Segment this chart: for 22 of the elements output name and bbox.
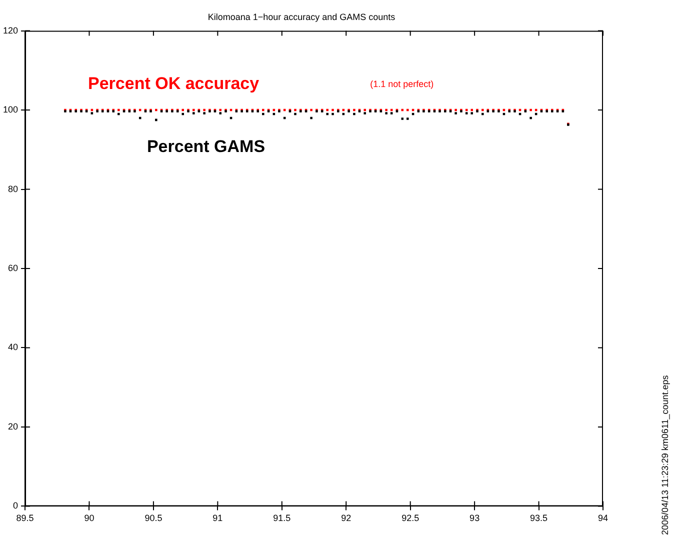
text: 2006/04/13 11:23:29 km0611_count.eps <box>660 375 670 535</box>
chart-title: Kilomoana 1−hour accuracy and GAMS counts <box>208 12 396 22</box>
series-label: Percent GAMS <box>146 136 266 156</box>
y-tick-label: 0 <box>13 500 18 511</box>
x-tick-label: 89.5 <box>16 513 34 524</box>
x-tick-label: 92 <box>341 513 352 524</box>
x-tick-label: 90 <box>84 513 94 524</box>
x-tick-label: 91.5 <box>273 513 291 524</box>
annotation: (1.1 not perfect) <box>370 79 434 90</box>
x-tick-label: 92.5 <box>402 513 420 524</box>
x-tick-label: 91 <box>212 513 223 524</box>
y-tick-label: 20 <box>8 421 18 432</box>
y-tick-label: 80 <box>8 184 18 194</box>
y-tick-label: 60 <box>8 262 18 273</box>
x-tick-label: 93.5 <box>530 513 548 524</box>
series-label: Percent OK accuracy <box>88 74 260 94</box>
x-tick-label: 93 <box>470 513 480 524</box>
y-tick-label: 100 <box>2 104 18 115</box>
y-tick-label: 40 <box>8 342 18 352</box>
x-tick-label: 90.5 <box>144 513 162 524</box>
x-tick-label: 94 <box>598 513 608 524</box>
y-tick-label: 120 <box>2 25 18 36</box>
